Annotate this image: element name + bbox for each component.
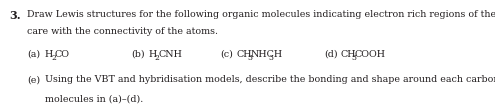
Text: COOH: COOH [355,50,386,59]
Text: 3: 3 [247,54,252,62]
Text: NHCH: NHCH [250,50,283,59]
Text: CH: CH [341,50,356,59]
Text: care with the connectivity of the atoms.: care with the connectivity of the atoms. [27,27,218,36]
Text: CNH: CNH [158,50,182,59]
Text: 2: 2 [51,54,56,62]
Text: CH: CH [236,50,251,59]
Text: (e): (e) [27,75,41,84]
Text: CO: CO [54,50,69,59]
Text: (a): (a) [27,50,41,59]
Text: 2: 2 [155,54,160,62]
Text: (c): (c) [220,50,233,59]
Text: H: H [45,50,53,59]
Text: 3: 3 [351,54,356,62]
Text: H: H [148,50,157,59]
Text: Using the VBT and hybridisation models, describe the bonding and shape around ea: Using the VBT and hybridisation models, … [45,75,495,84]
Text: 3.: 3. [9,10,20,20]
Text: (d): (d) [324,50,338,59]
Text: Draw Lewis structures for the following organic molecules indicating electron ri: Draw Lewis structures for the following … [27,10,495,18]
Text: 3: 3 [268,54,273,62]
Text: (b): (b) [131,50,145,59]
Text: molecules in (a)–(d).: molecules in (a)–(d). [45,94,143,103]
